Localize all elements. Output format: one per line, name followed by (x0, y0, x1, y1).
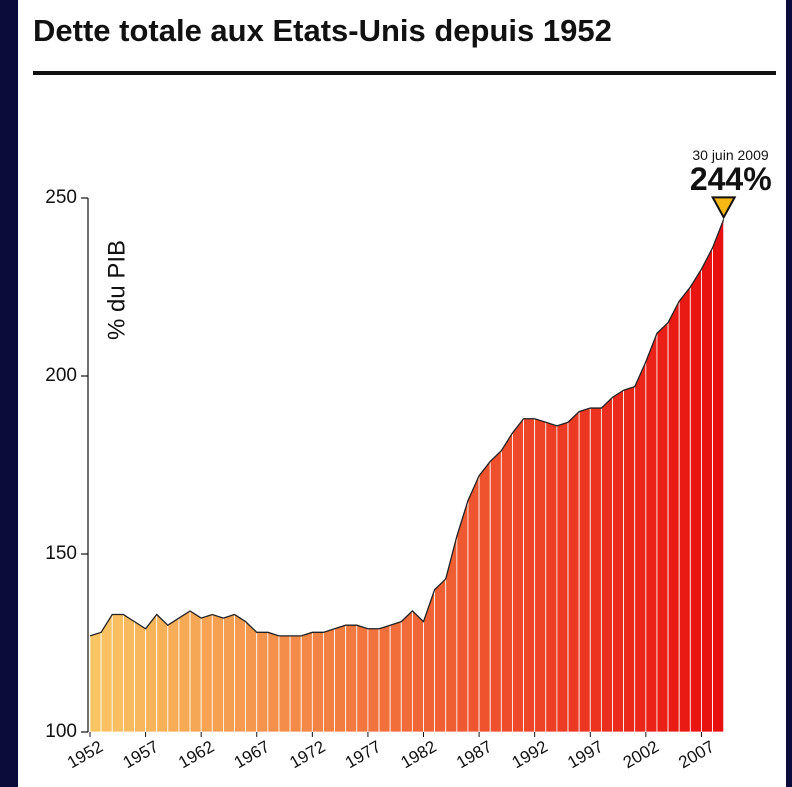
area-slice (278, 635, 291, 733)
y-axis-label: % du PIB (103, 240, 130, 340)
area-slice (156, 613, 169, 733)
area-slice (612, 389, 625, 733)
area-slice (678, 285, 691, 733)
area-slice (589, 407, 602, 733)
area-slice (122, 613, 135, 733)
area-slice (567, 410, 580, 733)
area-slice (389, 621, 402, 733)
annotation-label: 244% (690, 161, 772, 197)
area-slice (523, 418, 536, 733)
area-slice (189, 610, 202, 733)
area-slice (478, 460, 491, 733)
x-tick-label: 1952 (64, 737, 106, 772)
area-slice (289, 635, 302, 733)
area-slice (345, 624, 358, 733)
area-slice (656, 321, 669, 733)
area-slice (712, 219, 725, 733)
area-slice (323, 628, 335, 733)
area-slice (645, 333, 658, 733)
area-slice (367, 628, 380, 733)
x-tick-label: 1977 (342, 737, 384, 772)
frame-left (0, 0, 18, 787)
y-tick-label: 100 (45, 721, 77, 742)
area-slice (545, 421, 558, 733)
area-slice (267, 631, 280, 733)
area-slice (89, 631, 102, 733)
area-slice (311, 631, 324, 733)
area-slice (600, 396, 613, 733)
x-tick-label: 1957 (120, 737, 162, 772)
area-slice (256, 631, 269, 733)
y-tick-label: 250 (45, 187, 77, 208)
x-tick-label: 1962 (175, 737, 217, 772)
title-rule (33, 71, 776, 75)
frame-right (786, 0, 792, 787)
area-slice (378, 624, 391, 733)
annotation-marker (710, 196, 737, 220)
area-slice (111, 614, 124, 733)
area-slice (134, 620, 146, 733)
area-slice (223, 613, 235, 733)
x-tick-label: 2007 (675, 737, 717, 772)
area-slice (512, 417, 524, 733)
area-slice (400, 610, 413, 733)
y-tick-label: 150 (45, 543, 77, 564)
area-slice (423, 589, 436, 733)
area-slice (211, 613, 224, 733)
area-slice (578, 407, 591, 733)
x-tick-label: 1992 (509, 737, 551, 772)
area-slice (500, 431, 513, 733)
area-slice (434, 577, 447, 733)
chart-title: Dette totale aux Etats-Unis depuis 1952 (33, 13, 612, 48)
x-tick-label: 1997 (564, 737, 606, 772)
x-tick-label: 2002 (620, 737, 662, 772)
area-slice (556, 421, 569, 733)
area-slice (178, 610, 191, 733)
area-slice (200, 613, 213, 733)
annotation-date: 30 juin 2009 (692, 147, 769, 163)
area-slice (467, 475, 480, 733)
x-tick-label: 1987 (453, 737, 495, 772)
area-slice (245, 620, 258, 733)
area-slice (489, 449, 502, 733)
x-tick-label: 1982 (397, 737, 439, 772)
area-slice (411, 610, 424, 733)
area-slice (145, 613, 158, 733)
area-slice (456, 500, 469, 733)
area-slice (534, 418, 547, 733)
area-slice (634, 361, 647, 733)
area-slice (667, 301, 680, 733)
area-slice (445, 536, 458, 733)
area-slice (701, 247, 713, 733)
area-slice (100, 613, 113, 733)
x-tick-label: 1972 (286, 737, 328, 772)
area-slice (300, 631, 313, 733)
area-slice (689, 267, 702, 733)
x-tick-label: 1967 (231, 737, 273, 772)
y-tick-label: 200 (45, 365, 77, 386)
area-slice (623, 386, 636, 733)
area-slice (334, 624, 347, 733)
area-slice (234, 613, 247, 733)
area-slice (356, 624, 369, 733)
area-line (89, 219, 725, 637)
area-slice (167, 617, 180, 733)
